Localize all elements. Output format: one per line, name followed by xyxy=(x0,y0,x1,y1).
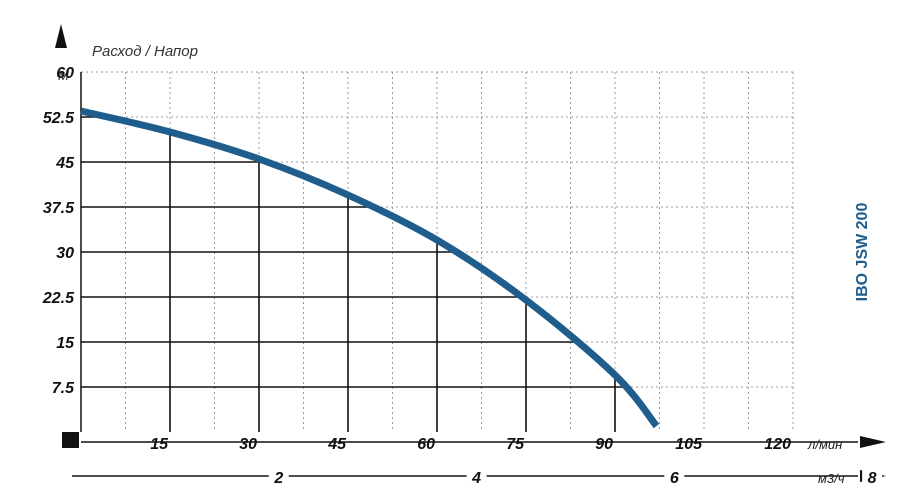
series-line-ibo-jsw-200 xyxy=(80,107,660,429)
chart-title: Расход / Напор xyxy=(92,43,198,60)
x2-tick-label: 6 xyxy=(670,470,679,487)
x-axis-unit: л/мин xyxy=(807,437,842,452)
legend-series-label: IBO JSW 200 xyxy=(854,203,871,302)
x-tick-label: 30 xyxy=(239,436,257,453)
y-axis-unit: М xyxy=(58,68,69,83)
major-grid xyxy=(81,116,625,388)
y-axis-arrow-icon xyxy=(55,24,67,48)
x2-tick-background xyxy=(466,468,487,486)
y-tick-label: 52.5 xyxy=(43,110,75,127)
x2-axis-unit: м3/ч xyxy=(818,471,845,486)
x2-tick-label: 2 xyxy=(273,470,283,487)
y-tick-label: 22.5 xyxy=(42,290,75,307)
x-tick-label: 15 xyxy=(150,436,169,453)
x-tick-label: 105 xyxy=(675,436,703,453)
x2-tick-background xyxy=(862,468,883,486)
x2-tick-background xyxy=(268,468,289,486)
y-tick-label: 60 xyxy=(56,65,74,82)
x-tick-label: 75 xyxy=(506,436,525,453)
origin-marker-icon xyxy=(62,432,79,448)
y-tick-label: 37.5 xyxy=(43,200,75,217)
x-tick-label: 120 xyxy=(764,436,791,453)
x-tick-label: 90 xyxy=(595,436,613,453)
y-tick-label: 45 xyxy=(55,155,75,172)
x-tick-label: 45 xyxy=(327,436,347,453)
x-tick-label: 60 xyxy=(417,436,435,453)
x2-tick-label: 8 xyxy=(868,470,877,487)
y-tick-label: 15 xyxy=(56,335,75,352)
y-tick-label: 7.5 xyxy=(52,380,75,397)
x2-tick-label: 4 xyxy=(471,470,481,487)
y-tick-label: 30 xyxy=(56,245,74,262)
x-axis-arrow-icon xyxy=(860,436,886,448)
axes xyxy=(55,24,886,482)
drop-lines xyxy=(169,132,616,432)
tick-labels: 7.5 15 22.5 30 37.5 45 52.5 60 15 30 45 60 75 90 105 12… xyxy=(42,65,883,487)
x2-tick-background xyxy=(664,468,685,486)
